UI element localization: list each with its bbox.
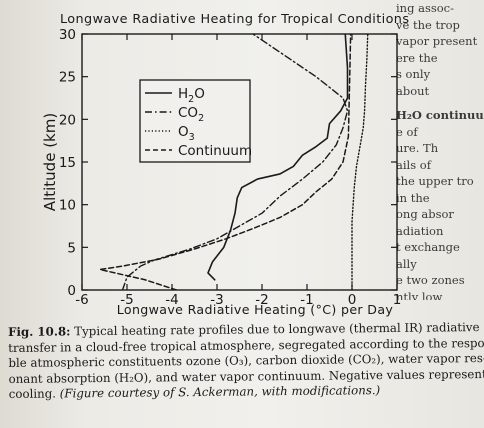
caption-credit: (Figure courtesy of S. Ackerman, with mo…	[59, 383, 381, 401]
y-tick-label: 20	[59, 112, 76, 128]
y-tick-label: 25	[59, 70, 76, 86]
background-text-line: ve the trop	[396, 17, 460, 32]
background-text-line: ure. Th	[396, 141, 439, 155]
background-text-line: ong absor	[396, 207, 454, 221]
y-tick-label: 30	[59, 27, 76, 43]
background-body-text: ing assoc-ve the trop vapor present ere th…	[396, 0, 484, 300]
background-text-line: s only	[396, 67, 431, 81]
x-tick-label: -2	[255, 292, 268, 308]
caption-figure-label: Fig. 10.8:	[8, 324, 71, 339]
x-tick-label: -6	[75, 292, 88, 308]
x-tick-label: 0	[348, 292, 357, 308]
caption-text-1: Typical heating rate profiles due to lon…	[70, 320, 480, 339]
y-tick-label: 5	[67, 240, 76, 256]
background-text-line: the upper tro	[396, 174, 474, 188]
series-line-o3	[351, 34, 369, 290]
background-text-line: ails of	[396, 157, 431, 172]
y-axis-label: Altitude (km)	[41, 113, 59, 211]
y-tick-label: 10	[59, 198, 76, 214]
background-text-line: ere the	[396, 50, 438, 65]
x-tick-label: 1	[393, 292, 402, 308]
series-line-continuum	[99, 34, 352, 290]
background-text-line: t exchange	[396, 240, 460, 254]
x-tick-label: -1	[300, 292, 313, 308]
background-text-line: adiation	[396, 223, 444, 238]
legend-label-co2: CO2	[178, 105, 204, 124]
background-text-line: e of	[396, 124, 418, 139]
x-tick-label: -3	[210, 292, 223, 308]
background-text-line: ally	[396, 256, 417, 271]
x-axis-label: Longwave Radiative Heating (°C) per Day	[117, 302, 394, 317]
background-text-line: about	[396, 83, 430, 98]
x-tick-label: -4	[165, 292, 178, 308]
background-text-line: ing assoc-	[396, 1, 455, 15]
series-line-h2o	[207, 34, 349, 281]
caption-text-5: cooling.	[8, 386, 60, 402]
y-tick-label: 15	[59, 155, 76, 171]
legend-label-h2o: H2O	[178, 86, 205, 105]
background-text-heading: H₂O continuum	[396, 108, 484, 122]
background-text-line: in the	[396, 190, 430, 205]
legend-label-o3: O3	[178, 124, 195, 143]
background-text-line: ntly low	[396, 289, 443, 301]
background-text-line: vapor present	[396, 34, 478, 48]
y-tick-label: 0	[67, 283, 76, 299]
figure-caption: Fig. 10.8: Typical heating rate profiles…	[8, 320, 484, 403]
x-tick-label: -5	[120, 292, 133, 308]
legend-label-continuum: Continuum	[178, 143, 252, 159]
chart-title: Longwave Radiative Heating for Tropical …	[60, 12, 409, 27]
background-text-line: e two zones	[396, 273, 465, 287]
series-lines	[99, 34, 369, 290]
